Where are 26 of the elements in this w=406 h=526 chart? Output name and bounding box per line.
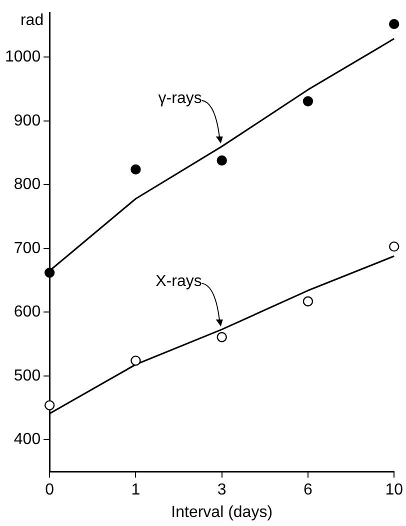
x-tick-label: 1: [131, 482, 140, 499]
y-axis-title: rad: [20, 12, 44, 30]
point: [44, 400, 55, 410]
x-tick-label: 6: [304, 482, 313, 499]
point: [302, 96, 314, 106]
x-axis-title: Interval (days): [171, 504, 273, 521]
point: [216, 332, 227, 342]
annotation: γ-rays: [158, 90, 202, 107]
y-tick-label: 500: [14, 367, 41, 384]
point: [302, 296, 314, 306]
x-tick-label: 0: [45, 482, 54, 499]
x-tick-label: 10: [385, 482, 404, 499]
y-tick-label: 700: [14, 240, 41, 257]
x-tick-label: 3: [217, 482, 226, 499]
y-tick-label: 600: [14, 304, 41, 321]
point: [216, 155, 227, 166]
point: [130, 356, 141, 366]
y-tick-label: 900: [14, 112, 41, 130]
point: [130, 164, 141, 175]
annotation: X-rays: [156, 272, 202, 290]
point: [389, 18, 400, 30]
y-tick-label: 400: [14, 431, 41, 448]
y-tick-label: 800: [14, 176, 41, 194]
point: [44, 268, 55, 278]
point: [389, 241, 400, 252]
y-tick-label: 1000: [5, 48, 41, 66]
